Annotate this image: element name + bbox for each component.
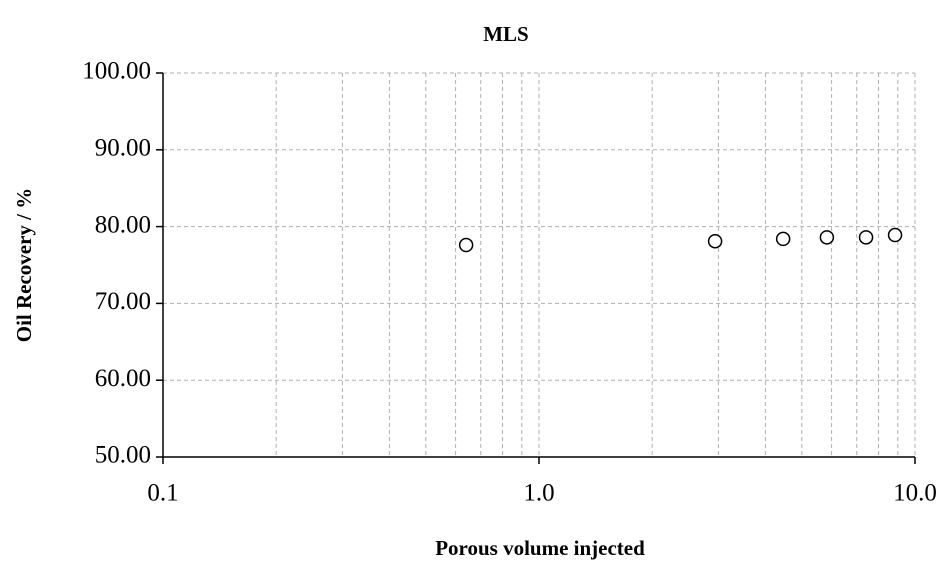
y-tick-label: 60.00 — [95, 365, 151, 392]
point — [819, 230, 835, 245]
y-tick-label: 90.00 — [95, 135, 151, 162]
x-tick-label: 1.0 — [523, 480, 554, 507]
y-tick-label: 70.00 — [95, 288, 151, 315]
point — [458, 237, 474, 253]
point — [858, 230, 874, 245]
y-tick-label: 80.00 — [95, 211, 151, 238]
point — [775, 231, 791, 247]
point — [887, 227, 903, 243]
x-axis-label: Porous volume injected — [435, 536, 645, 560]
y-tick-label: 50.00 — [95, 442, 151, 469]
y-tick-label: 100.00 — [82, 58, 151, 85]
y-axis-label: Oil Recovery / % — [12, 188, 36, 343]
chart-title: MLS — [483, 22, 529, 46]
x-tick-label: 10.0 — [893, 480, 937, 507]
x-tick-label: 0.1 — [147, 480, 178, 507]
point — [707, 233, 723, 249]
